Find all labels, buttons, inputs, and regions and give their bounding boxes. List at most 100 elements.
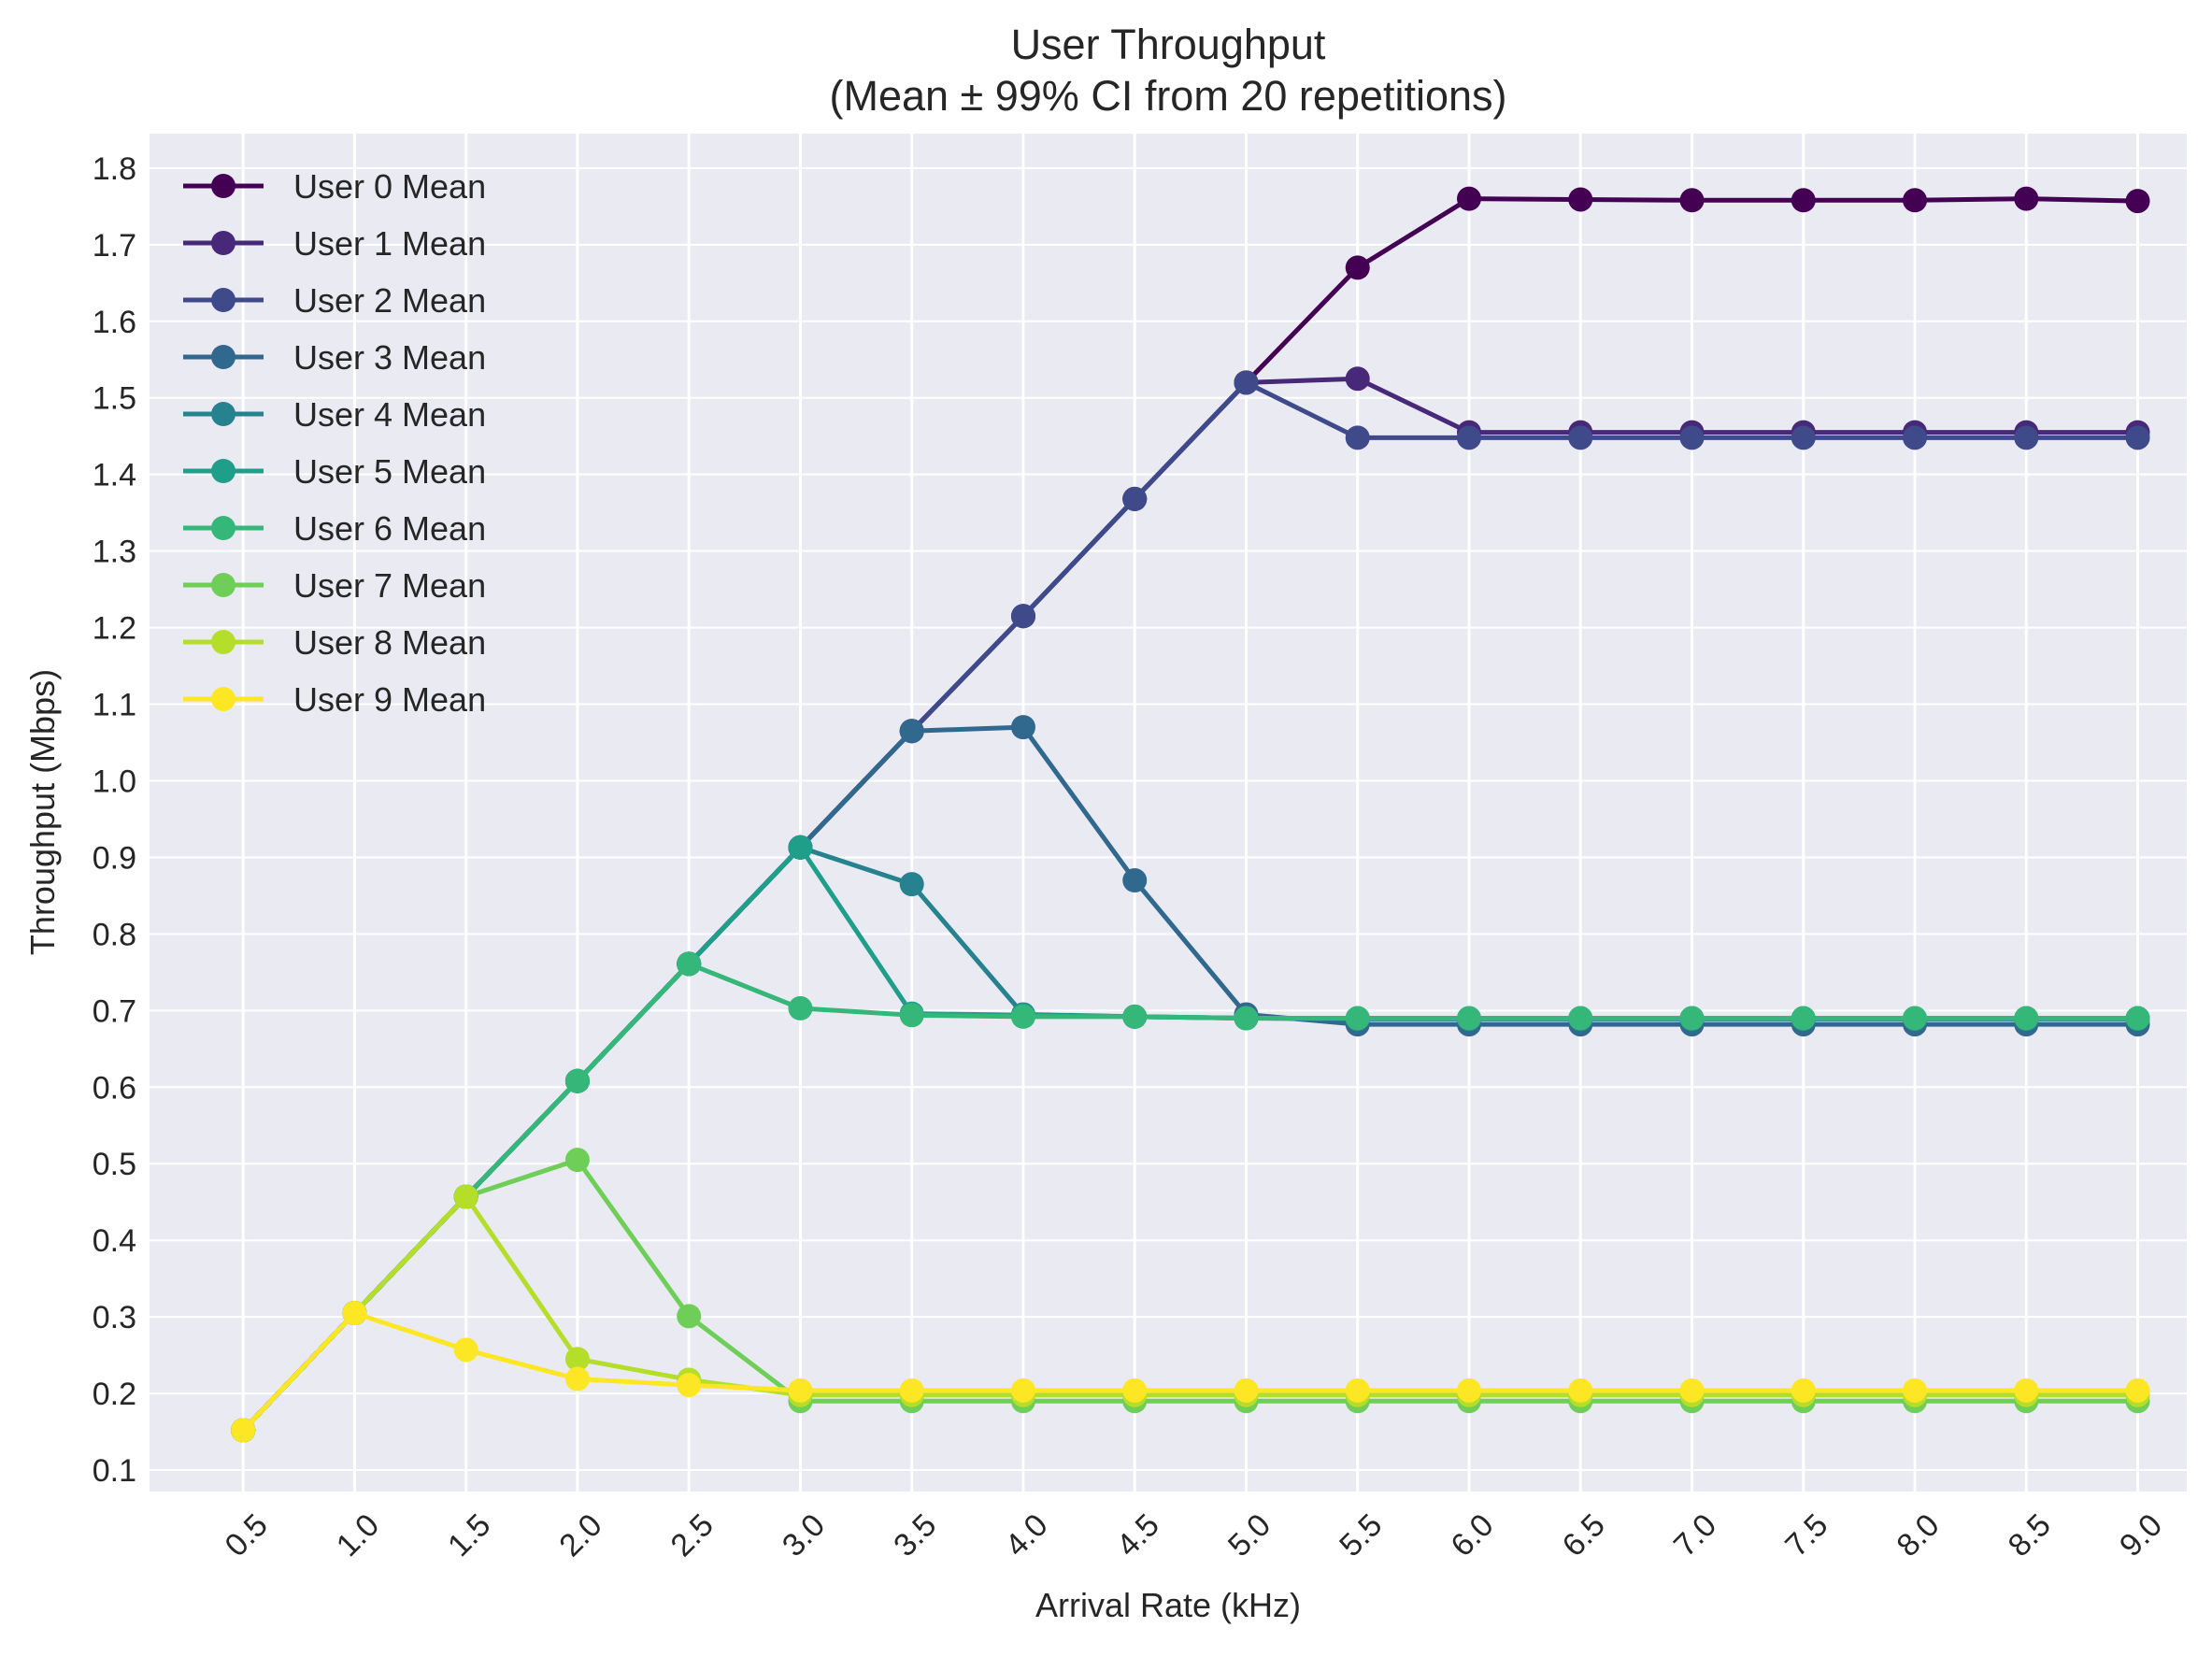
data-point [1456,425,1481,450]
legend: User 0 Mean User 1 Mean User 2 Mean User 3 … [183,167,486,719]
y-tick-label: 0.9 [93,840,136,876]
series-group [231,951,2150,1443]
legend-label: User 9 Mean [293,680,486,719]
legend-label: User 5 Mean [293,452,486,491]
data-point [2014,1006,2039,1031]
y-tick-label: 1.7 [93,228,136,264]
data-point [1791,1378,1816,1403]
data-point [677,1304,702,1329]
data-point [677,951,702,977]
data-point [1234,1378,1259,1403]
data-point [677,1373,702,1398]
legend-label: User 6 Mean [293,509,486,548]
data-point [1568,187,1593,212]
data-point [788,835,813,860]
data-point [1122,1378,1148,1403]
data-point [1791,1006,1816,1031]
grid-lines [150,134,2187,1492]
legend-item: User 2 Mean [183,281,486,320]
y-tick-label: 1.0 [93,764,136,799]
data-point [1903,425,1928,450]
legend-item: User 7 Mean [183,566,486,605]
plot-area [150,134,2187,1492]
series-line [240,1157,2141,1433]
legend-label: User 2 Mean [293,281,486,320]
legend-item: User 3 Mean [183,338,486,377]
data-point [1122,1004,1148,1029]
chart-subtitle: (Mean ± 99% CI from 20 repetitions) [830,72,1507,120]
data-point [899,872,924,897]
data-point [1679,188,1705,213]
data-point [1456,1378,1481,1403]
data-point [1010,604,1035,629]
y-tick-label: 0.8 [93,917,136,952]
y-tick-label: 1.3 [93,535,136,570]
data-point [1456,186,1481,211]
data-point [1791,425,1816,450]
data-point [899,1003,924,1028]
data-point [1679,1006,1705,1031]
data-point [1010,1378,1035,1403]
data-point [1345,1006,1370,1031]
legend-item: User 8 Mean [183,623,486,662]
legend-marker [211,630,235,654]
series-group [231,1301,2150,1443]
y-axis-label: Throughput (Mbps) [23,669,62,955]
data-point [1903,1378,1928,1403]
data-point [1345,255,1370,280]
series-line [240,961,2141,1433]
data-point [1791,188,1816,213]
legend-label: User 3 Mean [293,338,486,377]
data-point [1568,425,1593,450]
y-tick-label: 0.3 [93,1300,136,1335]
data-point [342,1301,367,1326]
series-line [240,1193,2141,1433]
data-point [564,1148,590,1173]
data-point [1345,366,1370,392]
legend-label: User 1 Mean [293,224,486,263]
data-point [2014,425,2039,450]
data-point [2125,425,2150,450]
legend-item: User 0 Mean [183,167,486,206]
data-point [1679,425,1705,450]
data-point [1010,1004,1035,1029]
y-tick-label: 1.1 [93,688,136,723]
data-point [2125,189,2150,214]
legend-marker [211,402,235,426]
series-lines [231,186,2150,1443]
data-point [899,1378,924,1403]
data-point [231,1418,256,1443]
data-point [2125,1006,2150,1031]
data-point [899,719,924,744]
data-point [1345,425,1370,450]
data-point [1122,868,1148,893]
legend-label: User 4 Mean [293,395,486,434]
y-axis-ticks: 0.1 0.2 0.3 0.4 0.5 0.6 0.7 0.8 0.9 1.0 1.1 1.2 1.3 1… [93,151,136,1489]
data-point [1456,1006,1481,1031]
data-point [564,1347,590,1372]
legend-marker [211,174,235,198]
y-tick-label: 0.6 [93,1070,136,1106]
legend-item: User 4 Mean [183,395,486,434]
data-point [564,1068,590,1093]
data-point [564,1366,590,1392]
legend-item: User 5 Mean [183,452,486,491]
data-point [1234,1006,1259,1031]
y-tick-label: 0.2 [93,1377,136,1412]
legend-marker [211,687,235,711]
data-point [1345,1378,1370,1403]
y-tick-label: 1.8 [93,151,136,187]
legend-label: User 0 Mean [293,167,486,206]
legend-marker [211,573,235,597]
data-point [1010,715,1035,740]
data-point [1568,1006,1593,1031]
y-tick-label: 0.1 [93,1453,136,1489]
data-point [1234,370,1259,395]
legend-label: User 8 Mean [293,623,486,662]
chart-title: User Throughput [1011,21,1326,68]
y-tick-label: 1.5 [93,381,136,417]
y-tick-label: 1.4 [93,458,136,493]
data-point [453,1184,478,1209]
